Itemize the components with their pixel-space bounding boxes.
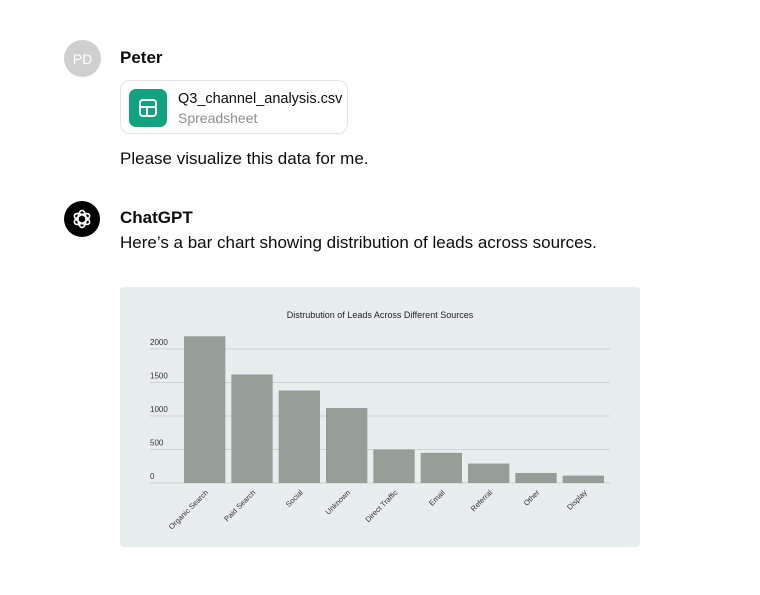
y-tick-label: 0 — [150, 472, 155, 481]
bar — [184, 336, 226, 483]
x-tick-label: Email — [427, 488, 447, 508]
assistant-name: ChatGPT — [120, 208, 193, 227]
file-type: Spreadsheet — [178, 110, 258, 126]
openai-logo-icon — [64, 201, 100, 237]
table-icon — [129, 89, 167, 127]
bar — [562, 475, 604, 483]
x-tick-label: Social — [284, 488, 305, 509]
bar — [231, 374, 273, 483]
y-tick-label: 2000 — [150, 338, 168, 347]
x-tick-label: Referral — [469, 488, 494, 513]
x-tick-label: Display — [565, 488, 589, 512]
file-attachment[interactable]: Q3_channel_analysis.csv Spreadsheet — [120, 80, 348, 134]
y-tick-label: 1000 — [150, 405, 168, 414]
bar — [420, 452, 462, 483]
x-tick-label: Unknown — [324, 488, 352, 516]
user-message: Please visualize this data for me. — [120, 149, 369, 168]
y-tick-label: 1500 — [150, 372, 168, 381]
user-name: Peter — [120, 48, 163, 67]
user-avatar: PD — [64, 40, 101, 77]
bar-chart: Distrubution of Leads Across Different S… — [120, 287, 640, 547]
x-tick-label: Direct Traffic — [363, 488, 399, 524]
chart-title: Distrubution of Leads Across Different S… — [287, 310, 474, 320]
x-tick-label: Organic Search — [167, 488, 210, 531]
bar — [515, 472, 557, 483]
bar — [326, 407, 368, 483]
assistant-message: Here’s a bar chart showing distribution … — [120, 233, 597, 252]
y-tick-label: 500 — [150, 439, 164, 448]
file-name: Q3_channel_analysis.csv — [178, 91, 343, 107]
bar — [373, 449, 415, 483]
x-tick-label: Other — [522, 488, 542, 508]
bar — [278, 390, 320, 483]
bar — [468, 463, 510, 483]
x-tick-label: Paid Search — [222, 488, 257, 523]
